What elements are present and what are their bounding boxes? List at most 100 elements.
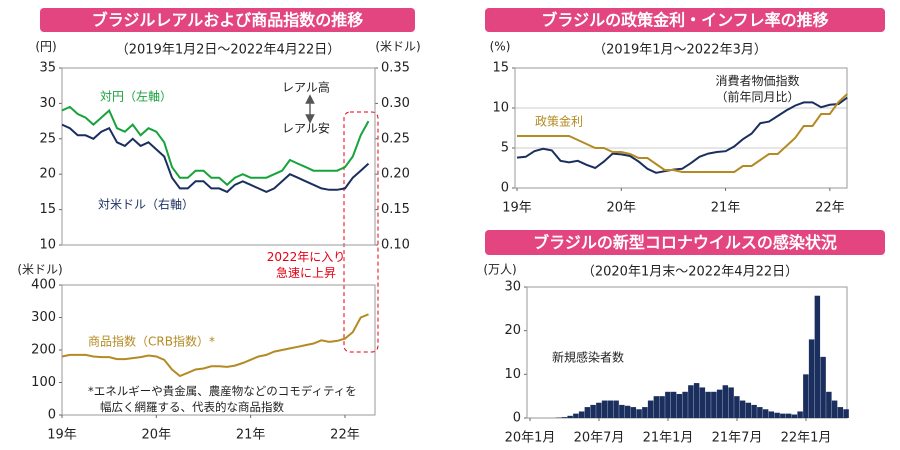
bar bbox=[780, 413, 786, 418]
x-tick-label: 21年 bbox=[236, 428, 266, 443]
highlight-box bbox=[343, 111, 379, 353]
y-tick-label: 35 bbox=[39, 61, 56, 76]
chart-title: ブラジルの新型コロナウイルスの感染状況 bbox=[533, 233, 837, 252]
bar bbox=[820, 356, 826, 418]
bar bbox=[601, 400, 608, 418]
footnote: *エネルギーや貴金属、農産物などのコモディティを 幅広く網羅する、代表的な商品指… bbox=[88, 384, 357, 414]
series-line bbox=[516, 96, 848, 174]
bar bbox=[774, 412, 780, 418]
bar bbox=[734, 396, 740, 418]
series-line bbox=[61, 105, 370, 187]
bar bbox=[607, 400, 614, 418]
bar bbox=[762, 409, 769, 418]
chart-title: ブラジルの政策金利・インフレ率の推移 bbox=[541, 11, 828, 30]
bar bbox=[670, 391, 677, 418]
chart-title: ブラジルレアルおよび商品指数の推移 bbox=[92, 11, 364, 30]
x-tick-label: 22年 bbox=[815, 201, 845, 216]
bar bbox=[647, 400, 654, 418]
bar bbox=[814, 295, 821, 418]
bar bbox=[573, 413, 579, 418]
bar bbox=[659, 396, 665, 418]
y-axis-unit: (米ドル) bbox=[17, 263, 62, 277]
x-tick-label: 21年 bbox=[711, 201, 741, 216]
bar bbox=[797, 411, 803, 418]
x-tick-label: 20年 bbox=[142, 428, 172, 443]
bar bbox=[745, 402, 752, 418]
x-tick-label: 21年7月 bbox=[712, 431, 763, 446]
y-tick-label: 15 bbox=[492, 61, 509, 76]
series-line bbox=[517, 93, 848, 173]
title-bar bbox=[485, 230, 885, 255]
bar bbox=[613, 400, 619, 418]
bar bbox=[578, 411, 585, 418]
subtitle: （2019年1月2日～2022年4月22日） bbox=[116, 43, 341, 58]
bar bbox=[636, 409, 642, 418]
series-line bbox=[61, 313, 369, 378]
bar bbox=[665, 391, 671, 418]
bar bbox=[837, 407, 844, 418]
y-tick-label: 10 bbox=[504, 367, 521, 382]
y-tick-label: 5 bbox=[501, 141, 509, 156]
bar bbox=[768, 411, 775, 418]
y-tick-label: 300 bbox=[31, 310, 56, 325]
y2-tick-label: 0.30 bbox=[381, 96, 410, 111]
bar bbox=[584, 407, 591, 418]
bar bbox=[716, 389, 723, 418]
subtitle: （2019年1月～2022年3月） bbox=[593, 43, 767, 58]
bar bbox=[751, 404, 757, 418]
bar bbox=[843, 409, 849, 418]
y-tick-label: 25 bbox=[39, 131, 56, 146]
y-tick-label: 0 bbox=[48, 408, 56, 423]
series-label: 対米ドル（右軸） bbox=[98, 197, 194, 212]
bar bbox=[630, 407, 637, 418]
y-tick-label: 0 bbox=[513, 411, 521, 426]
bar bbox=[693, 383, 700, 418]
bar bbox=[642, 407, 648, 418]
bar bbox=[561, 417, 568, 418]
bar bbox=[803, 374, 809, 418]
x-tick-label: 20年 bbox=[607, 201, 637, 216]
y-tick-label: 30 bbox=[39, 96, 56, 111]
bar bbox=[676, 393, 683, 418]
bar bbox=[596, 402, 602, 418]
series-label: 新規感染者数 bbox=[552, 350, 624, 365]
y-tick-label: 20 bbox=[504, 323, 521, 338]
annotation: レアル高 bbox=[282, 80, 330, 95]
bar bbox=[791, 414, 798, 418]
y2-tick-label: 0.35 bbox=[381, 61, 410, 76]
y-tick-label: 400 bbox=[31, 278, 56, 293]
y-axis-unit: (万人) bbox=[483, 263, 516, 277]
bar bbox=[826, 391, 832, 418]
bar bbox=[722, 385, 729, 418]
bar bbox=[831, 400, 838, 418]
series-label: 商品指数（CRB指数）* bbox=[88, 334, 215, 349]
x-tick-label: 22年 bbox=[330, 428, 360, 443]
bar bbox=[757, 407, 763, 418]
bar bbox=[808, 339, 815, 418]
annotation: 2022年に入り 急速に上昇 bbox=[266, 250, 346, 280]
plot-frame bbox=[514, 67, 848, 189]
series-line bbox=[61, 123, 370, 194]
bar bbox=[728, 387, 734, 418]
bar bbox=[590, 404, 596, 418]
plot-frame bbox=[61, 284, 376, 416]
x-tick-label: 22年1月 bbox=[781, 431, 832, 446]
y-tick-label: 100 bbox=[31, 375, 56, 390]
bar bbox=[699, 387, 706, 418]
y2-tick-label: 0.15 bbox=[381, 202, 410, 217]
y-tick-label: 15 bbox=[39, 202, 56, 217]
title-bar bbox=[40, 8, 415, 32]
bar bbox=[653, 396, 660, 418]
bar bbox=[739, 400, 746, 418]
series-label: 消費者物価指数 （前年同月比） bbox=[715, 74, 800, 104]
y-tick-label: 200 bbox=[31, 343, 56, 358]
y2-tick-label: 0.10 bbox=[381, 238, 410, 253]
bar bbox=[711, 391, 717, 418]
bar bbox=[705, 391, 711, 418]
bar bbox=[619, 404, 625, 418]
y-tick-label: 30 bbox=[504, 280, 521, 295]
y-tick-label: 20 bbox=[39, 167, 56, 182]
annotation: レアル安 bbox=[282, 121, 330, 136]
subtitle: （2020年1月末～2022年4月22日） bbox=[582, 265, 798, 280]
